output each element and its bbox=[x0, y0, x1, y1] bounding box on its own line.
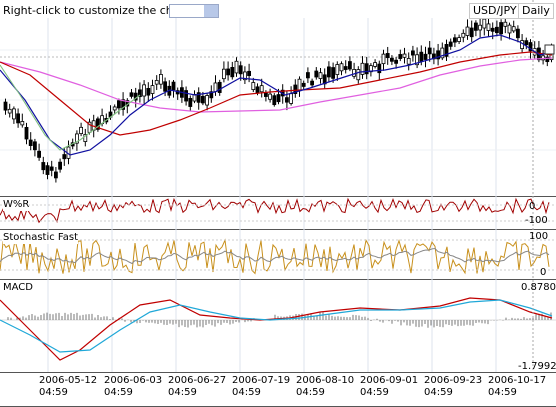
chart-toolbar-box[interactable] bbox=[169, 4, 219, 18]
candlestick-series bbox=[3, 12, 554, 183]
timeframe-label[interactable]: Daily bbox=[518, 3, 554, 19]
williams-r-line bbox=[0, 197, 556, 224]
toolbar-button[interactable] bbox=[204, 5, 218, 17]
x-axis-label: 2006-05-12 04:59 bbox=[39, 375, 98, 398]
stoch-panel-label: Stochastic Fast bbox=[3, 232, 79, 244]
macd-lines bbox=[0, 297, 556, 361]
stochastic-lines bbox=[0, 238, 556, 275]
current-price-marker bbox=[544, 44, 555, 55]
x-axis-label: 2006-06-03 04:59 bbox=[104, 375, 163, 398]
moving-averages bbox=[0, 34, 553, 156]
wpr-bottom-value: -100 bbox=[525, 215, 548, 226]
macd-top-value: 0.8780 bbox=[521, 282, 556, 293]
x-axis-label: 2006-07-19 04:59 bbox=[232, 375, 291, 398]
x-axis-label: 2006-06-27 04:59 bbox=[168, 375, 227, 398]
stoch-bottom-value: 0 bbox=[540, 267, 547, 278]
x-axis-label: 2006-09-23 04:59 bbox=[424, 375, 483, 398]
x-axis-label: 2006-08-10 04:59 bbox=[296, 375, 355, 398]
symbol-label[interactable]: USD/JPY bbox=[469, 3, 521, 19]
macd-bottom-value: -1.7992 bbox=[518, 361, 556, 372]
wpr-panel-label: W%R bbox=[3, 199, 30, 211]
x-axis-label: 2006-09-01 04:59 bbox=[360, 375, 419, 398]
wpr-top-value: 0 bbox=[529, 201, 536, 212]
macd-panel-label: MACD bbox=[3, 282, 33, 294]
x-axis-label: 2006-10-17 04:59 bbox=[488, 375, 547, 398]
stoch-top-value: 100 bbox=[529, 231, 549, 242]
customize-hint: Right-click to customize the chart bbox=[3, 4, 189, 17]
